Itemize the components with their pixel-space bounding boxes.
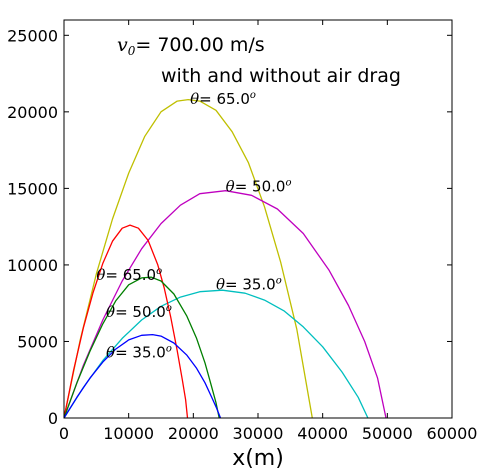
curve-label-symbol: θ bbox=[106, 303, 115, 321]
series-group bbox=[64, 98, 387, 418]
velocity-subscript: 0 bbox=[128, 44, 136, 58]
curve-label-value: = 65.0 bbox=[199, 90, 250, 108]
x-tick-label-3: 30000 bbox=[233, 424, 284, 443]
velocity-value: = 700.00 m/s bbox=[135, 34, 264, 56]
curve-label-symbol: θ bbox=[96, 266, 105, 284]
x-tick-label-5: 50000 bbox=[362, 424, 413, 443]
curve-label-symbol: θ bbox=[226, 177, 235, 195]
x-tick-label-4: 40000 bbox=[297, 424, 348, 443]
y-tick-label-5: 25000 bbox=[7, 26, 58, 45]
curve-label-degree: o bbox=[166, 344, 172, 355]
curve-label-symbol: θ bbox=[106, 344, 115, 362]
velocity-annotation: v0= 700.00 m/s bbox=[117, 34, 265, 58]
y-tick-label-4: 20000 bbox=[7, 103, 58, 122]
curve-label-value: = 65.0 bbox=[105, 266, 156, 284]
x-tick-label-6: 60000 bbox=[427, 424, 478, 443]
y-tick-label-3: 15000 bbox=[7, 179, 58, 198]
axis-ticks: 0 10000 20000 30000 40000 50000 60000 0 5000 1000… bbox=[7, 20, 477, 443]
series-line-0 bbox=[64, 98, 313, 418]
curve-label-4: θ= 50.0o bbox=[106, 303, 172, 321]
curve-label-degree: o bbox=[250, 90, 256, 101]
curve-label-degree: o bbox=[166, 303, 172, 314]
y-tick-label-1: 5000 bbox=[17, 332, 58, 351]
curve-label-value: = 35.0 bbox=[225, 275, 276, 293]
y-tick-label-2: 10000 bbox=[7, 256, 58, 275]
curve-label-value: = 50.0 bbox=[115, 303, 166, 321]
x-tick-label-0: 0 bbox=[59, 424, 69, 443]
series-line-1 bbox=[64, 190, 387, 418]
series-line-4 bbox=[64, 276, 220, 418]
curve-label-value: = 35.0 bbox=[115, 344, 166, 362]
curve-label-degree: o bbox=[285, 177, 291, 188]
curve-label-1: θ= 50.0o bbox=[226, 177, 292, 195]
curve-label-degree: o bbox=[276, 275, 282, 286]
velocity-symbol: v bbox=[117, 34, 128, 56]
series-line-5 bbox=[64, 333, 222, 418]
curve-labels: θ= 65.0oθ= 50.0oθ= 35.0oθ= 65.0oθ= 50.0o… bbox=[96, 90, 291, 361]
curve-label-symbol: θ bbox=[190, 90, 199, 108]
y-tick-label-0: 0 bbox=[48, 409, 58, 428]
curve-label-3: θ= 65.0o bbox=[96, 266, 162, 284]
x-axis-label: x(m) bbox=[232, 446, 284, 468]
curve-label-symbol: θ bbox=[216, 275, 225, 293]
curve-label-2: θ= 35.0o bbox=[216, 275, 282, 293]
drag-annotation: with and without air drag bbox=[161, 65, 401, 87]
series-line-2 bbox=[64, 289, 369, 418]
curve-label-degree: o bbox=[156, 266, 162, 277]
series-line-3 bbox=[64, 224, 189, 418]
curve-label-0: θ= 65.0o bbox=[190, 90, 256, 108]
x-tick-label-1: 10000 bbox=[103, 424, 154, 443]
curve-label-5: θ= 35.0o bbox=[106, 344, 172, 362]
x-tick-label-2: 20000 bbox=[168, 424, 219, 443]
curve-label-value: = 50.0 bbox=[235, 177, 286, 195]
